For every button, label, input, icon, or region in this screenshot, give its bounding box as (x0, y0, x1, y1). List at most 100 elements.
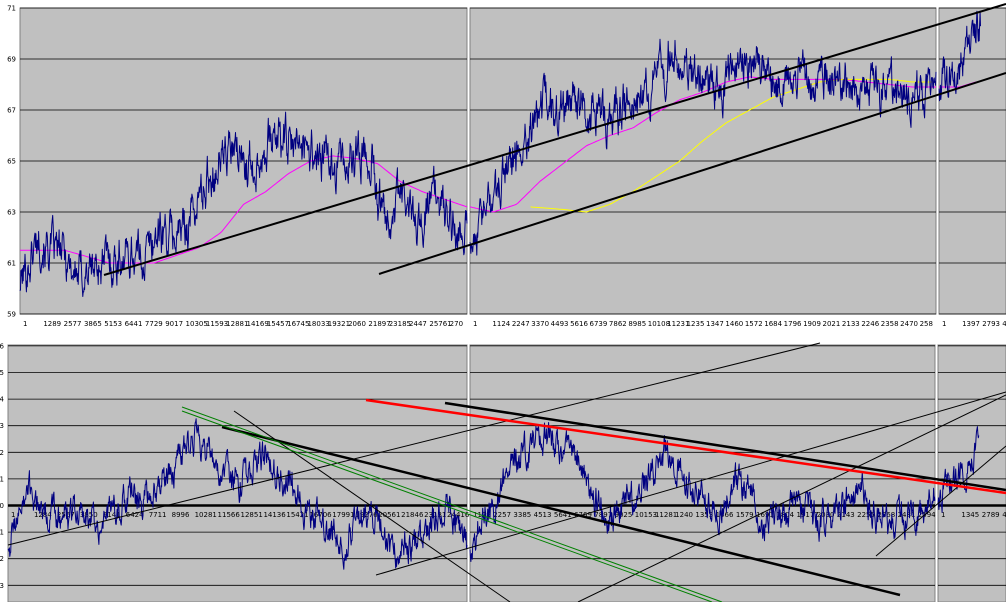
top-x-tick-label: 5616 (570, 320, 588, 328)
top-x-tick-label: 2133 (842, 320, 860, 328)
top-x-tick-label: 7862 (609, 320, 627, 328)
rising-trendline-right (875, 445, 1006, 557)
bottom-x-tick-label: 11566 (218, 511, 241, 519)
bottom-x-tick-label: 418 (1002, 511, 1006, 519)
bottom-x-tick-label: 16706 (309, 511, 332, 519)
top-x-tick-label: 3865 (84, 320, 102, 328)
top-x-tick-label: 2358 (881, 320, 899, 328)
bottom-x-tick-label: 3850 (80, 511, 98, 519)
rising-trendline-steep (577, 394, 1006, 602)
top-x-tick-label: 25761 (429, 320, 451, 328)
top-x-tick-label: 18033 (307, 320, 329, 328)
bottom-x-tick-label: 10153 (635, 511, 657, 519)
bottom-x-tick-label: 1353 (695, 511, 713, 519)
top-chart: 59 61 63 65 67 69 71 1 1289 2577 3865 5153 6441 7729 9… (7, 3, 1006, 328)
top-y-tick-label: 63 (7, 209, 16, 217)
rising-trendline-long (7, 342, 821, 546)
top-x-tick-label: 1289 (43, 320, 61, 328)
top-x-tick-label: 5153 (104, 320, 122, 328)
bottom-y-tick-label: 5 (0, 369, 4, 377)
bottom-x-tick-label: 12851 (241, 511, 263, 519)
top-x-tick-label: 2577 (64, 320, 82, 328)
bottom-y-tick-label: -2 (0, 555, 4, 563)
bottom-x-tick-label: 5141 (103, 511, 121, 519)
bottom-x-tick-label: 1579 (736, 511, 754, 519)
top-x-tick-label: 419 (1002, 320, 1006, 328)
bottom-x-tick-label: 1691 (756, 511, 774, 519)
top-x-tick-label: 1124 (492, 320, 510, 328)
bottom-x-tick-label: 10281 (195, 511, 217, 519)
top-x-tick-label: 1347 (706, 320, 724, 328)
bottom-x-tick-label: 19177 (796, 511, 818, 519)
moving-average-line-pane-1 (469, 76, 936, 213)
top-x-tick-label: 270 (450, 320, 463, 328)
oscillator-line-pane-2 (937, 426, 980, 513)
top-x-tick-label: 1684 (764, 320, 782, 328)
bottom-pane-2-background (937, 344, 1006, 602)
top-x-tick-label: 2470 (900, 320, 918, 328)
top-x-tick-label: 12881 (226, 320, 248, 328)
channel-upper-trendline (103, 3, 1006, 276)
falling-trendline-bold (221, 425, 901, 597)
bottom-x-tick-label: 7897 (594, 511, 612, 519)
top-x-tick-label: 1 (23, 320, 27, 328)
bottom-pane-1-background (469, 344, 936, 602)
top-x-tick-label: 10305 (186, 320, 208, 328)
bottom-x-tick-label: 20561 (378, 511, 400, 519)
top-y-tick-label: 59 (7, 311, 16, 319)
bottom-x-tick-label: 1240 (675, 511, 693, 519)
top-x-tick-label: 1460 (725, 320, 743, 328)
bottom-x-tick-label: 9025 (615, 511, 633, 519)
bottom-x-tick-label: 1466 (716, 511, 734, 519)
bottom-x-tick-label: 11281 (655, 511, 677, 519)
bottom-x-tick-label: 2594 (918, 511, 936, 519)
bottom-x-tick-label: 24416 (447, 511, 470, 519)
bottom-x-tick-label: 5641 (554, 511, 572, 519)
bottom-x-tick-label: 2255 (857, 511, 875, 519)
top-x-tick-label: 7729 (145, 320, 163, 328)
top-x-tick-label: 15457 (267, 320, 289, 328)
bottom-x-tick-label: 2789 (982, 511, 1000, 519)
bottom-y-tick-label: 4 (0, 396, 5, 404)
bottom-x-tick-label: 2257 (493, 511, 511, 519)
bottom-x-tick-label: 14136 (263, 511, 286, 519)
top-x-tick-label: 1 (942, 320, 946, 328)
top-x-tick-label: 258 (920, 320, 933, 328)
top-x-tick-label: 3370 (531, 320, 549, 328)
top-x-tick-label: 10108 (648, 320, 670, 328)
top-x-tick-label: 14169 (247, 320, 269, 328)
top-x-tick-label: 6441 (125, 320, 143, 328)
oscillator-line-pane-1 (469, 422, 936, 562)
top-x-tick-label: 2447 (409, 320, 427, 328)
bottom-x-tick-label: 2567 (57, 511, 75, 519)
top-x-tick-label: 2246 (861, 320, 879, 328)
top-x-tick-label: 2060 (348, 320, 366, 328)
bottom-x-tick-label: 19276 (355, 511, 378, 519)
bottom-x-tick-label: 1 (11, 511, 15, 519)
bottom-x-tick-label: 1 (941, 511, 945, 519)
bottom-x-tick-label: 7711 (149, 511, 167, 519)
bottom-y-tick-label: 1 (0, 475, 4, 483)
bottom-x-tick-label: 6424 (126, 511, 144, 519)
top-x-tick-label: 23185 (389, 320, 411, 328)
top-x-tick-label: 1235 (687, 320, 705, 328)
bottom-x-tick-label: 2030 (817, 511, 835, 519)
bottom-x-tick-label: 4513 (534, 511, 552, 519)
channel-lower-trendline (378, 72, 1006, 275)
moving-average-line-pane-0 (20, 155, 468, 264)
falling-trendline-right (444, 401, 1006, 492)
top-x-tick-label: 1909 (803, 320, 821, 328)
slow-average-line-pane-1 (530, 78, 936, 213)
top-x-tick-label: 11593 (206, 320, 228, 328)
top-x-tick-label: 1572 (745, 320, 763, 328)
top-x-tick-label: 1 (473, 320, 477, 328)
bottom-x-tick-label: 2368 (877, 511, 895, 519)
bottom-pane-0-background (7, 344, 468, 602)
green-channel-lower (181, 410, 713, 602)
bottom-x-tick-label: 17991 (332, 511, 354, 519)
bottom-y-tick-label: 2 (0, 449, 4, 457)
top-x-tick-label: 4493 (551, 320, 569, 328)
price-line-pane-2 (938, 10, 981, 102)
bottom-y-tick-label: 3 (0, 422, 4, 430)
